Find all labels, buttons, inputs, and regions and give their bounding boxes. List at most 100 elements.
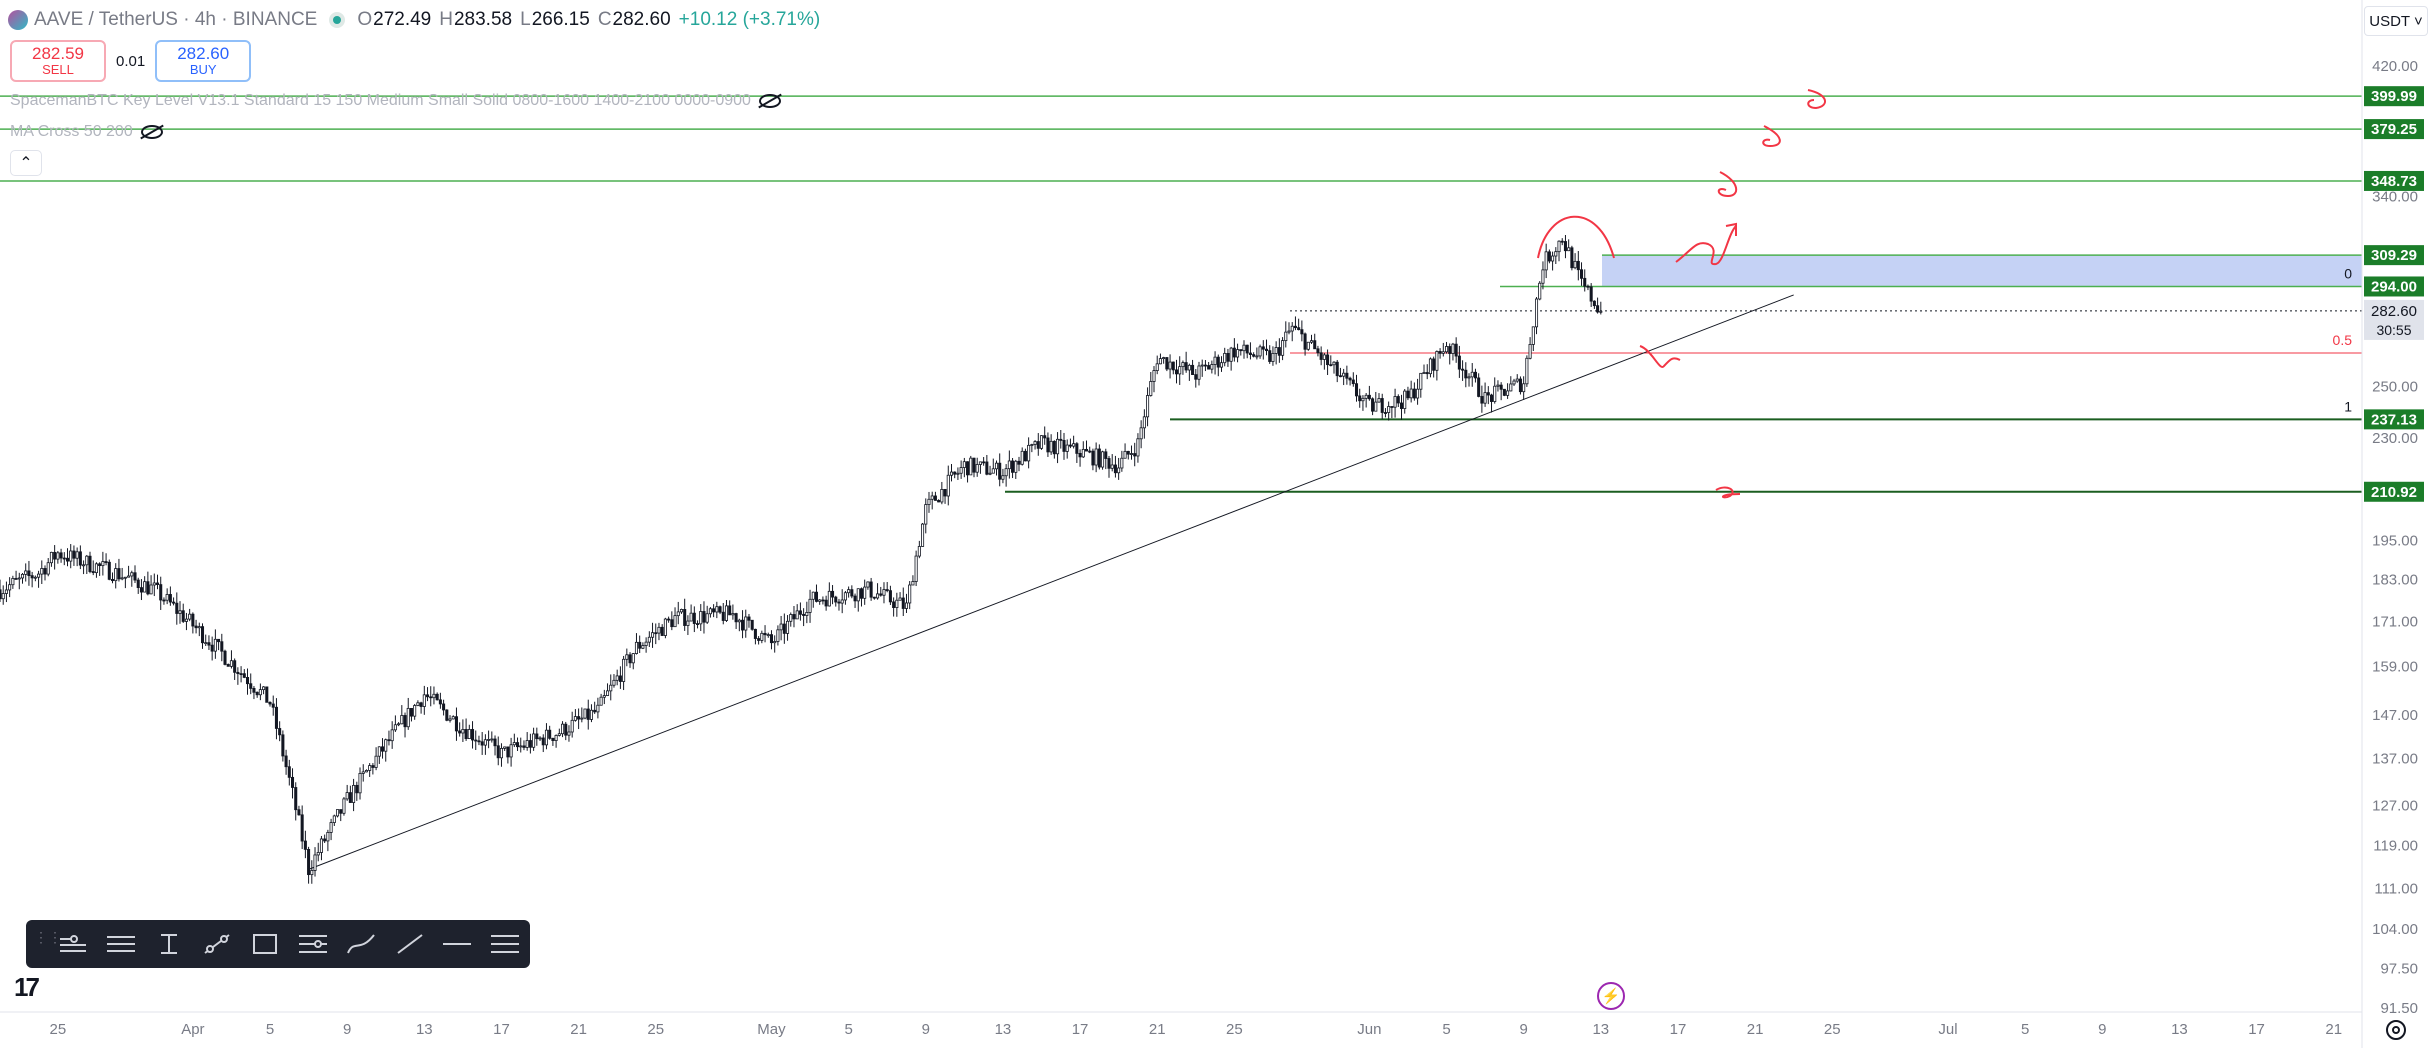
svg-text:210.92: 210.92 [2371,484,2417,501]
candle [541,734,545,753]
candle [863,579,867,605]
drawing-annotation[interactable] [1639,345,1681,369]
candle [1252,352,1256,358]
svg-text:379.25: 379.25 [2371,121,2417,138]
drawing-annotation[interactable] [1715,486,1741,499]
candle [1579,262,1584,286]
candle [1480,385,1484,413]
candle [872,596,876,600]
ohlc-label: C [597,9,612,30]
gear-icon[interactable] [2386,1020,2406,1040]
time-axis-tick: Jun [1357,1021,1381,1038]
lightning-icon[interactable]: ⚡ [1597,982,1625,1010]
hidden-eye-icon[interactable] [140,125,163,139]
drawing-annotation[interactable] [1762,125,1781,148]
ray-icon[interactable] [390,926,428,962]
candle [644,637,648,653]
candle [1477,373,1481,398]
candle [1110,454,1114,472]
collapse-indicators-button[interactable]: ⌃ [10,150,42,176]
candle [290,768,295,799]
candle [307,846,311,884]
more-lines-icon[interactable] [486,926,524,962]
symbol-title[interactable]: AAVE / TetherUS · 4h · BINANCE [34,9,318,30]
brush-icon[interactable] [342,926,380,962]
buy-price: 282.60 [177,44,230,63]
currency-selector[interactable]: USDT ˅ [2364,6,2428,36]
candle [1297,318,1301,331]
candle [88,551,92,574]
price-axis-tick: 195.00 [2372,532,2418,549]
candle [927,491,931,513]
candle [1547,249,1551,264]
supply-zone[interactable] [1602,255,2362,287]
candle [876,583,880,600]
candle [162,597,166,605]
drawing-annotation[interactable] [1537,215,1615,259]
trendline[interactable] [308,294,1794,870]
hidden-eye-icon[interactable] [758,94,781,108]
fib-icon[interactable] [294,926,332,962]
candle [859,587,864,607]
rectangle-icon[interactable] [246,926,284,962]
time-axis-tick: 17 [1670,1021,1687,1038]
candle [1129,445,1134,460]
candle [487,730,491,749]
candle [1515,374,1519,383]
candle [1023,448,1027,462]
candle [310,860,314,884]
indicator-row-ma-cross[interactable]: MA Cross 50 200 [10,123,163,141]
candle [1284,321,1288,348]
candle [724,599,728,622]
time-axis-tick: 9 [1519,1021,1527,1038]
grip-icon[interactable]: ⋮⋮ [34,929,62,945]
candle [634,633,638,655]
drawing-annotation[interactable] [1725,222,1737,236]
candle [786,615,790,641]
candle [1036,433,1040,456]
sell-button[interactable]: 282.59 SELL [10,40,106,82]
candle [1149,371,1153,397]
trade-panel: 282.59 SELL 0.01 282.60 BUY [10,40,252,82]
time-axis-tick: 17 [493,1021,510,1038]
candle [1332,361,1336,374]
candle [149,575,153,595]
indicator-row-key-level[interactable]: SpacemanBTC Key Level V13.1 Standard 15 … [10,92,781,110]
ohlc-value: 282.60 [612,9,671,30]
candle [1049,434,1053,455]
candle [516,737,520,751]
candle [101,551,105,576]
buy-button[interactable]: 282.60 BUY [155,40,252,82]
candle [679,608,683,614]
candle [413,703,417,720]
candle [1046,432,1050,457]
drawing-annotation[interactable] [1717,171,1738,198]
candle [1219,356,1224,372]
trend-angle-icon[interactable] [54,926,92,962]
candle [583,708,587,720]
candle [837,598,841,611]
candle [220,633,224,662]
candle [657,622,661,641]
candle [628,652,632,668]
candle [438,692,442,709]
tradingview-logo[interactable]: 17 [14,972,40,1002]
ohlc-label: H [439,9,453,30]
text-cursor-icon[interactable] [150,926,188,962]
candle [364,769,368,773]
trendline-icon[interactable] [198,926,236,962]
drawing-annotation[interactable] [1675,225,1737,266]
drawing-annotation[interactable] [1807,89,1826,110]
candle [210,636,214,661]
candle [352,778,356,812]
horizontal-lines-icon[interactable] [102,926,140,962]
candle [181,603,185,623]
horizontal-line-icon[interactable] [438,926,476,962]
candle [528,733,532,754]
chevron-up-icon: ⌃ [19,155,33,172]
candle [1390,406,1394,419]
time-axis-tick: 5 [1442,1021,1450,1038]
candle [853,593,857,608]
fib-label: 1 [2344,398,2352,414]
